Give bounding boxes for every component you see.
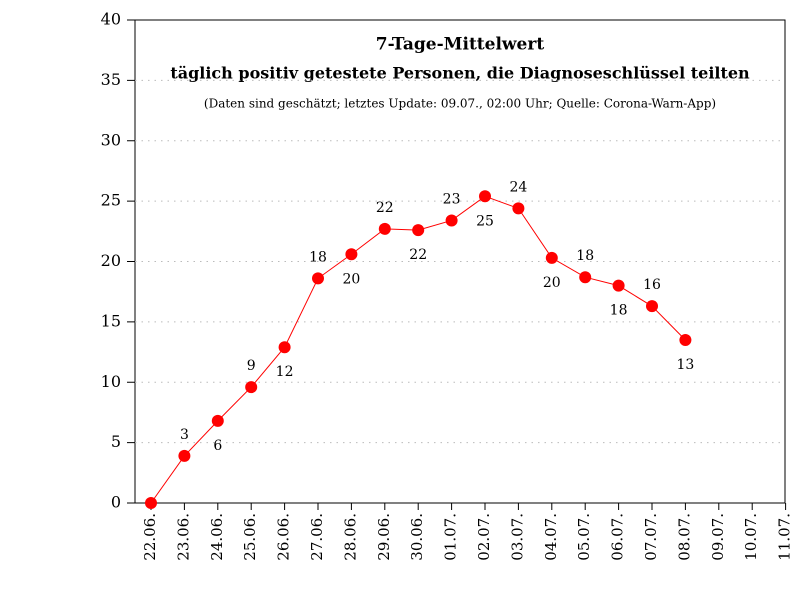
chart-subtitle: täglich positiv getestete Personen, die … — [170, 64, 750, 83]
x-tick-label: 11.07. — [776, 513, 794, 561]
data-label: 22 — [409, 247, 427, 263]
x-tick-label: 02.07. — [475, 513, 493, 561]
data-label: 12 — [276, 364, 294, 380]
point — [145, 497, 157, 509]
point — [646, 300, 658, 313]
point — [345, 248, 358, 261]
data-label: 24 — [509, 179, 527, 195]
data-label: 16 — [643, 277, 661, 293]
x-tick-label: 28.06. — [341, 513, 359, 561]
point — [579, 271, 592, 284]
x-tick-label: 07.07. — [642, 513, 660, 561]
point — [312, 272, 324, 285]
y-tick-label: 5 — [111, 432, 121, 451]
x-tick-label: 04.07. — [542, 513, 560, 561]
y-tick-label: 40 — [101, 10, 121, 29]
x-tick-label: 24.06. — [208, 513, 226, 561]
x-tick-label: 29.06. — [375, 513, 393, 561]
data-label: 23 — [443, 191, 461, 207]
point — [445, 214, 458, 227]
point — [378, 222, 391, 235]
chart-title: 7-Tage-Mittelwert — [376, 35, 545, 55]
x-tick-label: 30.06. — [408, 513, 426, 561]
data-label: 22 — [376, 200, 394, 216]
point — [412, 224, 425, 237]
point — [612, 279, 625, 292]
x-tick-label: 06.07. — [609, 513, 627, 561]
y-tick-label: 20 — [101, 251, 121, 270]
data-label: 13 — [676, 357, 694, 373]
point — [479, 190, 491, 203]
y-tick-label: 10 — [101, 372, 121, 391]
data-label: 25 — [476, 213, 494, 229]
x-tick-label: 05.07. — [575, 513, 593, 561]
point — [679, 333, 692, 346]
data-label: 20 — [342, 271, 360, 287]
x-tick-label: 23.06. — [174, 513, 192, 561]
data-label: 6 — [213, 438, 222, 454]
data-label: 18 — [309, 249, 327, 265]
x-tick-label: 08.07. — [675, 513, 693, 561]
x-tick-label: 27.06. — [308, 513, 326, 561]
y-tick-label: 30 — [101, 130, 121, 149]
data-label: 18 — [610, 303, 628, 319]
data-label: 18 — [576, 248, 594, 264]
x-tick-label: 10.07. — [742, 513, 760, 561]
point — [278, 341, 291, 354]
y-tick-label: 0 — [111, 493, 121, 512]
point — [211, 414, 224, 427]
y-tick-label: 35 — [101, 70, 121, 89]
point — [245, 381, 258, 394]
point — [512, 202, 525, 215]
x-tick-label: 09.07. — [709, 513, 727, 561]
x-tick-label: 25.06. — [241, 513, 259, 561]
x-tick-label: 22.06. — [141, 513, 159, 561]
data-label: 9 — [247, 358, 256, 374]
y-tick-label: 15 — [101, 311, 121, 330]
point — [545, 251, 558, 264]
line — [150, 195, 686, 504]
point — [178, 449, 191, 462]
x-tick-label: 26.06. — [275, 513, 293, 561]
data-label: 20 — [543, 275, 561, 291]
annotation: (Daten sind geschätzt; letztes Update: 0… — [204, 97, 716, 111]
x-tick-label: 03.07. — [508, 513, 526, 561]
y-tick-label: 25 — [101, 191, 121, 210]
data-label: 3 — [180, 427, 189, 443]
x-tick-label: 01.07. — [442, 513, 460, 561]
